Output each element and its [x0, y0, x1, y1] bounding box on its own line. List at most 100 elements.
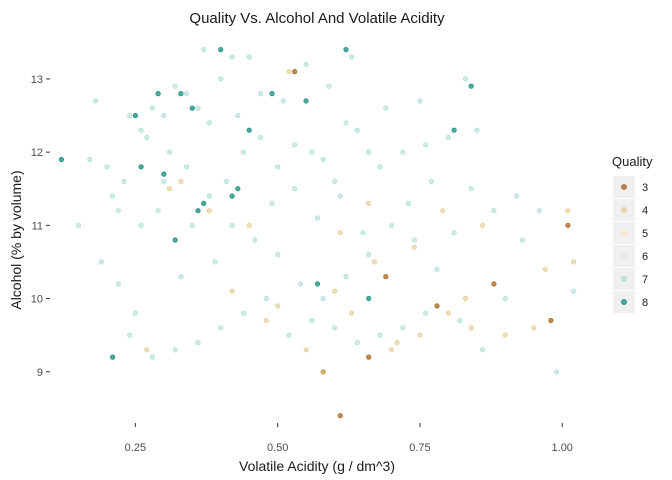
data-point-quality-7	[166, 149, 173, 155]
data-point-quality-7	[309, 149, 315, 155]
data-point-quality-7	[258, 90, 264, 97]
data-point-quality-3	[337, 413, 343, 419]
y-tick-label: 10	[31, 294, 43, 306]
legend-swatch	[621, 207, 627, 213]
data-point-quality-8	[303, 98, 309, 104]
data-point-quality-4	[468, 325, 474, 331]
data-point-quality-4	[320, 369, 326, 375]
data-point-quality-8	[195, 208, 201, 214]
y-axis-ticks: 9 10 11 12 13	[31, 74, 50, 379]
data-point-quality-7	[275, 164, 281, 170]
data-point-quality-4	[178, 178, 184, 184]
data-point-quality-3	[292, 68, 298, 75]
chart-title: Quality Vs. Alcohol And Volatile Acidity	[189, 10, 445, 27]
legend-label: 3	[642, 182, 648, 194]
legend-swatch	[621, 253, 627, 259]
data-point-quality-4	[411, 244, 417, 250]
x-tick-label: 1.00	[552, 442, 573, 454]
data-point-quality-7	[109, 193, 116, 199]
data-point-quality-8	[451, 127, 457, 133]
data-point-quality-7	[172, 83, 178, 89]
data-point-quality-7	[206, 193, 212, 199]
data-point-quality-4	[366, 200, 372, 206]
data-point-quality-4	[502, 332, 508, 338]
y-tick-label: 12	[31, 147, 43, 159]
data-point-quality-7	[519, 237, 526, 243]
data-point-quality-7	[75, 222, 82, 228]
data-point-quality-7	[349, 54, 355, 60]
data-point-quality-7	[138, 222, 144, 228]
data-point-quality-7	[434, 266, 440, 272]
data-point-quality-7	[354, 339, 360, 346]
data-point-quality-8	[218, 46, 224, 53]
data-point-quality-3	[366, 354, 372, 360]
data-point-quality-4	[570, 259, 577, 265]
data-point-quality-7	[343, 120, 349, 126]
data-point-quality-7	[184, 164, 190, 170]
data-point-quality-7	[218, 325, 224, 331]
data-point-quality-8	[109, 354, 116, 360]
data-point-quality-7	[383, 105, 389, 111]
data-point-quality-7	[286, 332, 292, 338]
legend: Quality 3 4 5 6 7 8	[612, 154, 653, 313]
data-point-quality-7	[98, 259, 104, 265]
data-point-quality-4	[246, 222, 252, 228]
data-point-quality-7	[138, 127, 144, 133]
data-point-quality-7	[201, 46, 207, 53]
data-point-quality-4	[332, 288, 338, 294]
y-tick-label: 11	[32, 220, 43, 232]
data-point-quality-4	[462, 295, 469, 302]
data-point-quality-7	[240, 310, 247, 316]
data-point-quality-4	[542, 266, 548, 272]
data-point-quality-7	[332, 325, 338, 331]
data-point-quality-4	[445, 310, 452, 316]
data-point-quality-8	[269, 90, 275, 97]
legend-swatch	[621, 299, 627, 305]
data-point-quality-7	[332, 178, 338, 184]
data-point-quality-8	[246, 127, 252, 133]
data-point-quality-4	[480, 222, 486, 228]
data-point-quality-7	[178, 274, 184, 280]
y-tick-label: 9	[37, 367, 43, 379]
data-point-quality-7	[212, 259, 218, 265]
data-point-quality-7	[354, 127, 360, 133]
data-point-quality-4	[263, 317, 269, 324]
data-point-quality-7	[115, 208, 121, 214]
data-point-quality-7	[423, 142, 429, 148]
data-point-quality-7	[366, 252, 372, 258]
data-point-quality-7	[388, 222, 395, 228]
data-point-quality-8	[132, 112, 138, 119]
data-point-quality-3	[383, 274, 389, 280]
data-point-quality-7	[297, 281, 304, 287]
data-point-quality-7	[445, 134, 452, 141]
data-point-quality-7	[314, 215, 321, 221]
data-point-quality-7	[366, 149, 372, 155]
data-point-quality-7	[474, 127, 480, 133]
data-point-quality-4	[206, 208, 212, 214]
data-point-quality-7	[309, 317, 315, 324]
legend-label: 6	[642, 251, 648, 263]
data-point-quality-7	[246, 54, 252, 60]
legend-label: 5	[642, 228, 648, 240]
data-point-quality-4	[440, 208, 446, 214]
data-point-quality-7	[406, 200, 412, 206]
data-point-quality-3	[434, 303, 440, 309]
data-point-quality-7	[235, 112, 241, 119]
data-point-quality-8	[366, 295, 372, 302]
data-point-quality-7	[280, 98, 287, 104]
data-point-quality-7	[343, 274, 349, 280]
data-point-quality-7	[195, 105, 201, 111]
data-point-quality-7	[377, 332, 383, 338]
data-point-quality-4	[229, 288, 235, 294]
data-point-quality-7	[155, 208, 161, 214]
data-point-quality-4	[303, 347, 309, 353]
data-point-quality-4	[565, 208, 571, 214]
x-tick-label: 0.50	[267, 442, 288, 454]
data-point-quality-7	[127, 112, 133, 119]
legend-swatch	[621, 276, 627, 282]
data-point-quality-7	[428, 178, 434, 184]
data-point-quality-7	[360, 230, 366, 236]
data-point-quality-4	[388, 347, 395, 353]
data-point-quality-7	[161, 112, 167, 119]
data-point-quality-7	[144, 134, 150, 141]
